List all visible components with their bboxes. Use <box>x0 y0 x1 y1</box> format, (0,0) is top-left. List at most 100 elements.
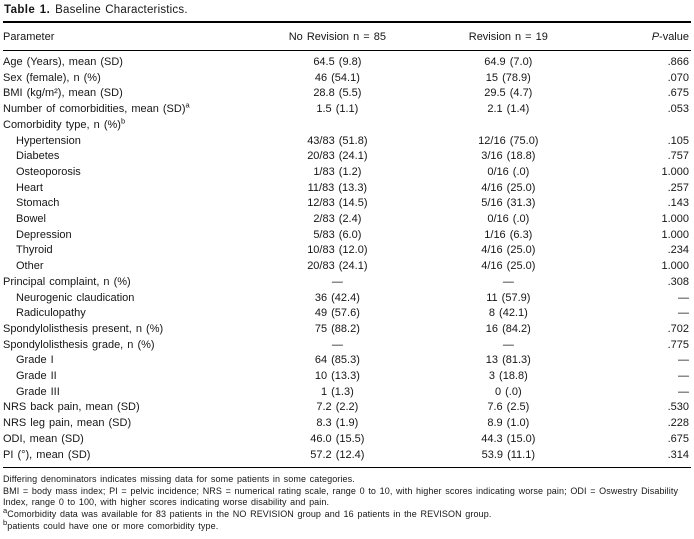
table-header-row: Parameter No Revision n = 85 Revision n … <box>3 22 691 51</box>
table-row: Spondylolisthesis grade, n (%) — — .775 <box>3 338 691 354</box>
table-row: NRS leg pain, mean (SD) 8.3 (1.9) 8.9 (1.0… <box>3 416 691 432</box>
table-row: Depression 5/83 (6.0) 1/16 (6.3) 1.000 <box>3 228 691 244</box>
row-label: Sex (female), n (%) <box>3 71 101 84</box>
baseline-characteristics-table: Parameter No Revision n = 85 Revision n … <box>3 21 691 469</box>
row-label: BMI (kg/m²), mean (SD) <box>3 87 123 100</box>
cell-p-value: .308 <box>667 275 689 288</box>
cell-no-revision: 20/83 (24.1) <box>307 260 368 273</box>
cell-revision: — <box>502 338 514 351</box>
p-value-suffix: -value <box>659 31 689 43</box>
cell-p-value: — <box>678 354 689 367</box>
cell-no-revision: 8.3 (1.9) <box>316 417 359 430</box>
column-header-no-revision: No Revision n = 85 <box>250 22 425 51</box>
table-title-number: Table 1. <box>4 4 51 16</box>
cell-p-value <box>593 118 691 134</box>
cell-revision: 5/16 (31.3) <box>481 197 536 210</box>
cell-revision: 3/16 (18.8) <box>481 150 536 163</box>
table-row: Radiculopathy 49 (57.6) 8 (42.1) — <box>3 306 691 322</box>
table-row: Neurogenic claudication 36 (42.4) 11 (57.9… <box>3 291 691 307</box>
table-row: Stomach 12/83 (14.5) 5/16 (31.3) .143 <box>3 196 691 212</box>
cell-no-revision: — <box>331 275 343 288</box>
cell-p-value: 1.000 <box>661 260 689 273</box>
row-label: Grade II <box>16 370 57 383</box>
cell-revision: 44.3 (15.0) <box>481 432 536 445</box>
cell-p-value: .775 <box>667 338 689 351</box>
row-label: Age (Years), mean (SD) <box>3 56 123 68</box>
table-row: Age (Years), mean (SD) 64.5 (9.8) 64.9 (7.… <box>3 51 691 71</box>
row-label: ODI, mean (SD) <box>3 432 84 445</box>
row-label: Spondylolisthesis grade, n (%) <box>3 338 155 351</box>
table-row: ODI, mean (SD) 46.0 (15.5) 44.3 (15.0) .675 <box>3 432 691 448</box>
row-label: PI (°), mean (SD) <box>3 448 91 461</box>
cell-no-revision: 46 (54.1) <box>314 71 360 84</box>
column-header-parameter: Parameter <box>3 22 251 51</box>
row-label: Other <box>16 260 44 273</box>
cell-no-revision: 75 (88.2) <box>314 322 360 335</box>
cell-no-revision: 12/83 (14.5) <box>307 197 368 210</box>
row-label: Heart <box>16 181 43 194</box>
row-label: Bowel <box>16 213 46 226</box>
table-row: Spondylolisthesis present, n (%) 75 (88.2… <box>3 322 691 338</box>
cell-revision: 12/16 (75.0) <box>478 134 539 147</box>
footnote-text: Comorbidity data was available for 83 pa… <box>7 509 492 520</box>
cell-no-revision: 20/83 (24.1) <box>307 150 368 163</box>
table-row: NRS back pain, mean (SD) 7.2 (2.2) 7.6 (2.… <box>3 400 691 416</box>
footnote-text: BMI = body mass index; PI = pelvic incid… <box>3 485 679 508</box>
column-header-revision: Revision n = 19 <box>424 22 593 51</box>
table-row: Grade I 64 (85.3) 13 (81.3) — <box>3 353 691 369</box>
cell-revision: 1/16 (6.3) <box>484 228 533 241</box>
row-label: Grade I <box>16 354 54 367</box>
cell-p-value: .234 <box>667 244 689 257</box>
cell-no-revision: 10 (13.3) <box>314 370 360 383</box>
cell-revision: 29.5 (4.7) <box>484 87 533 100</box>
row-label: Osteoporosis <box>16 165 81 178</box>
cell-p-value: .530 <box>667 401 689 414</box>
cell-revision: 15 (78.9) <box>485 71 531 84</box>
row-label-superscript: b <box>120 117 126 126</box>
cell-no-revision: 10/83 (12.0) <box>307 244 368 257</box>
footnote-abbreviations: BMI = body mass index; PI = pelvic incid… <box>3 486 691 509</box>
table-row: Comorbidity type, n (%)b <box>3 118 691 134</box>
cell-p-value: .314 <box>667 448 689 461</box>
cell-no-revision <box>251 118 424 134</box>
row-label: Comorbidity type, n (%)b <box>3 117 126 131</box>
row-label: Hypertension <box>16 134 81 147</box>
footnote-sup: a <box>3 506 8 516</box>
footnote-denominators: Differing denominators indicates missing… <box>3 474 691 486</box>
table-row: Diabetes 20/83 (24.1) 3/16 (18.8) .757 <box>3 149 691 165</box>
cell-p-value: — <box>678 370 689 383</box>
cell-p-value: .866 <box>667 56 689 68</box>
table-row: BMI (kg/m²), mean (SD) 28.8 (5.5) 29.5 (4.… <box>3 86 691 102</box>
cell-no-revision: 1 (1.3) <box>320 385 354 398</box>
row-label: Grade III <box>16 385 60 398</box>
table-row: Principal complaint, n (%) — — .308 <box>3 275 691 291</box>
cell-p-value: — <box>678 291 689 304</box>
cell-no-revision: 64.5 (9.8) <box>313 56 362 68</box>
cell-revision: 0/16 (.0) <box>487 213 530 226</box>
cell-revision: 7.6 (2.5) <box>487 401 530 414</box>
cell-revision: 4/16 (25.0) <box>481 260 536 273</box>
row-label: NRS back pain, mean (SD) <box>3 401 140 414</box>
table-row: Thyroid 10/83 (12.0) 4/16 (25.0) .234 <box>3 243 691 259</box>
cell-revision <box>424 118 593 134</box>
cell-no-revision: 2/83 (2.4) <box>313 213 362 226</box>
cell-no-revision: 28.8 (5.5) <box>313 87 362 100</box>
table-title: Table 1. Baseline Characteristics. <box>4 4 691 16</box>
cell-revision: 16 (84.2) <box>485 322 531 335</box>
cell-revision: 13 (81.3) <box>485 354 531 367</box>
cell-revision: 11 (57.9) <box>486 291 531 304</box>
cell-p-value: .070 <box>667 71 689 84</box>
cell-no-revision: 46.0 (15.5) <box>310 432 365 445</box>
row-label: Number of comorbidities, mean (SD)a <box>3 102 190 116</box>
cell-no-revision: 49 (57.6) <box>314 307 360 320</box>
footnotes: Differing denominators indicates missing… <box>3 474 691 532</box>
row-label-superscript: a <box>185 102 190 110</box>
table-row: Bowel 2/83 (2.4) 0/16 (.0) 1.000 <box>3 212 691 228</box>
row-label: Depression <box>16 228 72 241</box>
table-row: Sex (female), n (%) 46 (54.1) 15 (78.9) .07… <box>3 71 691 87</box>
cell-no-revision: 11/83 (13.3) <box>307 181 368 194</box>
footnote-sup: b <box>3 517 8 527</box>
cell-revision: 8 (42.1) <box>488 307 528 320</box>
row-label: Principal complaint, n (%) <box>3 275 131 288</box>
